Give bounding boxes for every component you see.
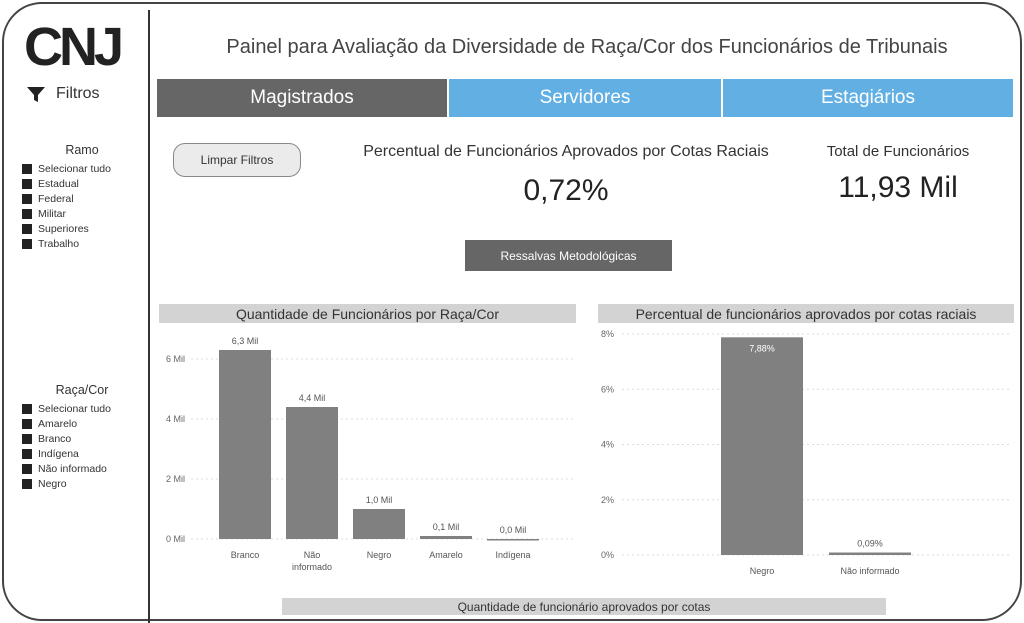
bar[interactable] [829, 552, 911, 555]
cnj-logo: CNJ [24, 18, 125, 72]
x-tick-label: Negro [367, 550, 392, 560]
raca-option[interactable]: Indígena [22, 446, 142, 461]
checkbox-icon[interactable] [22, 448, 32, 459]
checkbox-icon[interactable] [22, 208, 32, 219]
ramo-option-label: Selecionar tudo [38, 162, 111, 175]
checkbox-icon[interactable] [22, 463, 32, 474]
ramo-option-label: Militar [38, 207, 66, 220]
page-title: Painel para Avaliação da Diversidade de … [226, 36, 948, 58]
ramo-option-label: Superiores [38, 222, 89, 235]
bar[interactable] [219, 350, 271, 539]
y-tick-label: 4% [601, 440, 614, 450]
y-tick-label: 6 Mil [166, 354, 185, 364]
bar[interactable] [286, 407, 338, 539]
ramo-slicer: Ramo Selecionar tudo Estadual Federal Milit… [22, 143, 142, 251]
x-tick-label: Branco [231, 550, 260, 560]
data-label: 6,3 Mil [232, 336, 259, 346]
ramo-option-label: Federal [38, 192, 74, 205]
tab-magistrados[interactable]: Magistrados [157, 79, 447, 117]
raca-option-label: Selecionar tudo [38, 402, 111, 415]
raca-option[interactable]: Amarelo [22, 416, 142, 431]
total-employees-label: Total de Funcionários [826, 143, 970, 160]
tab-bar: Magistrados Servidores Estagiários [157, 79, 1013, 117]
bar[interactable] [420, 536, 472, 539]
percent-quota-label: Percentual de Funcionários Aprovados por… [363, 143, 769, 160]
x-tick-label: Negro [750, 566, 775, 576]
filters-header: Filtros [26, 84, 100, 104]
raca-slicer-title: Raça/Cor [55, 383, 109, 397]
x-tick-label: Não [304, 550, 321, 560]
chart-quantity-by-race: 0 Mil 2 Mil 4 Mil 6 Mil 6,3 Mil Branco 4,4 Mil… [166, 336, 574, 572]
raca-slicer: Raça/Cor Selecionar tudo Amarelo Branco Ind… [22, 383, 142, 491]
raca-option-label: Branco [38, 432, 72, 445]
bar[interactable] [721, 337, 803, 555]
raca-option-label: Indígena [38, 447, 79, 460]
data-label: 0,1 Mil [433, 522, 460, 532]
y-tick-label: 4 Mil [166, 414, 185, 424]
filter-icon [27, 87, 45, 102]
bar[interactable] [487, 539, 539, 541]
x-tick-label: Não informado [840, 566, 899, 576]
raca-option[interactable]: Negro [22, 476, 142, 491]
tab-servidores[interactable]: Servidores [447, 79, 721, 117]
y-tick-label: 2% [601, 495, 614, 505]
chart3-title: Quantidade de funcionário aprovados por … [282, 598, 886, 615]
filters-label: Filtros [56, 85, 100, 102]
ramo-option[interactable]: Militar [22, 206, 142, 221]
checkbox-icon[interactable] [22, 178, 32, 189]
y-tick-label: 8% [601, 329, 614, 339]
bar[interactable] [353, 509, 405, 539]
checkbox-icon[interactable] [22, 193, 32, 204]
checkbox-icon[interactable] [22, 163, 32, 174]
y-tick-label: 6% [601, 384, 614, 394]
y-tick-label: 2 Mil [166, 474, 185, 484]
checkbox-icon[interactable] [22, 418, 32, 429]
percent-quota-value: 0,72% [523, 174, 609, 207]
chart-percent-quota: 0% 2% 4% 6% 8% 7,88% Negro 0,09% Não informado [601, 329, 1009, 576]
checkbox-icon[interactable] [22, 403, 32, 414]
ramo-option[interactable]: Superiores [22, 221, 142, 236]
raca-option-label: Amarelo [38, 417, 78, 430]
data-label: 1,0 Mil [366, 495, 393, 505]
checkbox-icon[interactable] [22, 478, 32, 489]
checkbox-icon[interactable] [22, 238, 32, 249]
x-tick-label: Indígena [495, 550, 530, 560]
raca-option-label: Não informado [38, 462, 107, 475]
checkbox-icon[interactable] [22, 223, 32, 234]
total-employees-value: 11,93 Mil [838, 171, 958, 204]
svg-text:CNJ: CNJ [24, 18, 121, 72]
data-label: 4,4 Mil [299, 393, 326, 403]
raca-option[interactable]: Branco [22, 431, 142, 446]
y-tick-label: 0 Mil [166, 534, 185, 544]
sidebar-divider [148, 10, 150, 623]
ramo-option-label: Trabalho [38, 237, 80, 250]
raca-option[interactable]: Selecionar tudo [22, 401, 142, 416]
ramo-option-label: Estadual [38, 177, 79, 190]
chart2-title: Percentual de funcionários aprovados por… [598, 304, 1014, 323]
raca-option[interactable]: Não informado [22, 461, 142, 476]
chart1-title: Quantidade de Funcionários por Raça/Cor [159, 304, 576, 323]
ramo-option[interactable]: Trabalho [22, 236, 142, 251]
data-label: 0,0 Mil [500, 525, 527, 535]
checkbox-icon[interactable] [22, 433, 32, 444]
data-label: 7,88% [749, 343, 775, 353]
ramo-slicer-title: Ramo [65, 143, 99, 157]
x-tick-label: Amarelo [429, 550, 463, 560]
y-tick-label: 0% [601, 550, 614, 560]
ressalvas-button[interactable]: Ressalvas Metodológicas [465, 240, 672, 271]
ramo-option[interactable]: Estadual [22, 176, 142, 191]
clear-filters-button[interactable]: Limpar Filtros [173, 143, 301, 177]
tab-estagiarios[interactable]: Estagiários [721, 79, 1013, 117]
x-tick-label: informado [292, 562, 332, 572]
ramo-option[interactable]: Selecionar tudo [22, 161, 142, 176]
raca-option-label: Negro [38, 477, 67, 490]
ramo-option[interactable]: Federal [22, 191, 142, 206]
data-label: 0,09% [857, 539, 883, 549]
